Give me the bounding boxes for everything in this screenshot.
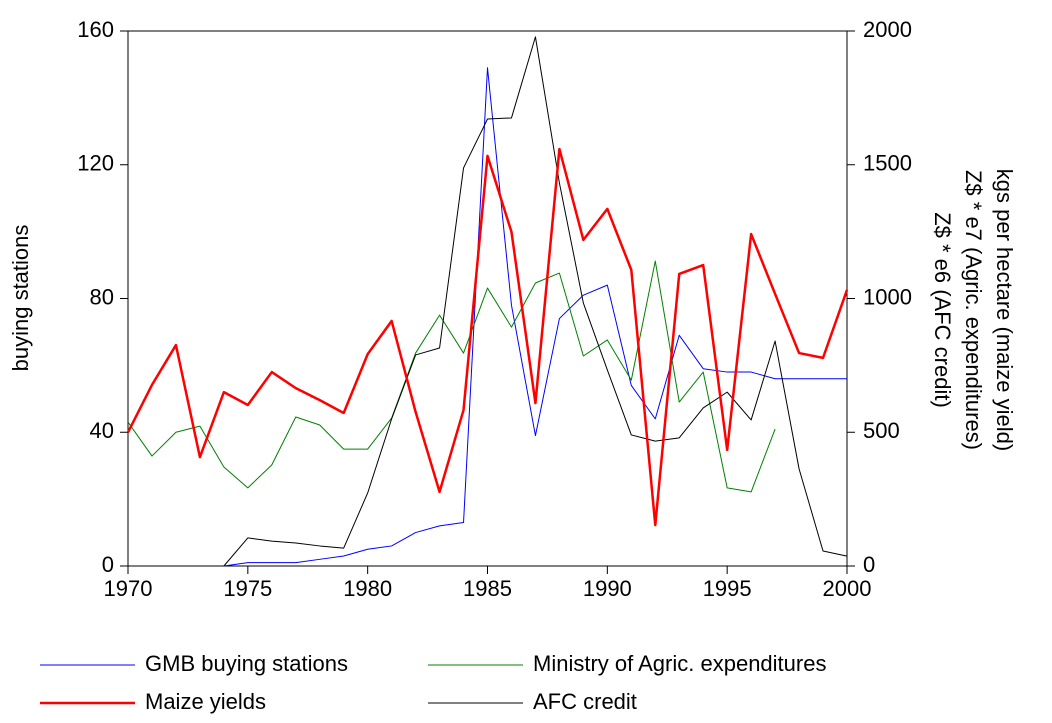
plot-frame bbox=[127, 30, 848, 567]
y2-tick-label: 2000 bbox=[863, 17, 912, 42]
y-tick-label: 0 bbox=[102, 552, 114, 577]
y2-axis-label: Z$ * e7 (Agric. expenditures) bbox=[961, 170, 986, 450]
x-tick-label: 1995 bbox=[703, 576, 752, 601]
legend-label: GMB buying stations bbox=[145, 651, 348, 676]
y2-axis-label: Z$ * e6 (AFC credit) bbox=[930, 212, 955, 408]
y-tick-label: 160 bbox=[77, 17, 114, 42]
y2-tick-label: 1500 bbox=[863, 151, 912, 176]
y-tick-label: 80 bbox=[90, 284, 114, 309]
x-tick-label: 1985 bbox=[463, 576, 512, 601]
y2-tick-label: 1000 bbox=[863, 284, 912, 309]
x-tick-label: 1970 bbox=[104, 576, 153, 601]
y2-tick-label: 500 bbox=[863, 418, 900, 443]
y-axis-label: buying stations bbox=[8, 225, 33, 372]
legend-label: Ministry of Agric. expenditures bbox=[533, 651, 826, 676]
legend-label: Maize yields bbox=[145, 689, 266, 714]
x-tick-label: 1990 bbox=[583, 576, 632, 601]
y-tick-label: 120 bbox=[77, 151, 114, 176]
legend-label: AFC credit bbox=[533, 689, 637, 714]
series-line bbox=[128, 36, 848, 567]
series-line bbox=[126, 147, 849, 527]
series-line bbox=[128, 67, 847, 567]
x-tick-label: 1980 bbox=[343, 576, 392, 601]
y2-axis-label: kgs per hectare (maize yield) bbox=[992, 169, 1017, 451]
x-tick-label: 1975 bbox=[223, 576, 272, 601]
series-line bbox=[127, 260, 776, 493]
y2-tick-label: 0 bbox=[863, 552, 875, 577]
x-tick-label: 2000 bbox=[823, 576, 872, 601]
y-tick-label: 40 bbox=[90, 418, 114, 443]
